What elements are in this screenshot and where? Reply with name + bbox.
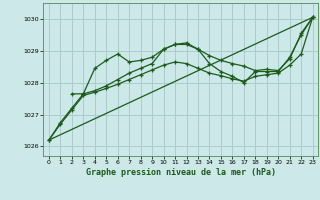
X-axis label: Graphe pression niveau de la mer (hPa): Graphe pression niveau de la mer (hPa) xyxy=(86,168,276,177)
